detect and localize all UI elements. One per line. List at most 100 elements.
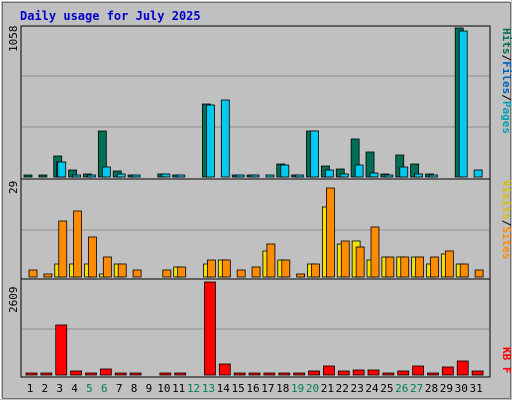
bar-kb-f-day-3 <box>55 324 68 376</box>
bar-files-day-6 <box>101 166 111 178</box>
bar-kb-f-day-2 <box>40 372 53 376</box>
bar-sites-day-24 <box>370 226 380 278</box>
day-label-10: 10 <box>157 382 170 395</box>
day-label-17: 17 <box>261 382 274 395</box>
bars-middle <box>28 187 484 278</box>
legend-kb-f: KB F <box>500 347 512 374</box>
ymax-label-bottom: 2609 <box>7 287 20 314</box>
day-label-12: 12 <box>187 382 200 395</box>
bar-files-day-30 <box>458 30 468 178</box>
bar-sites-day-31 <box>474 269 484 278</box>
bar-sites-day-1 <box>28 269 38 278</box>
bar-sites-day-4 <box>73 210 83 278</box>
bar-kb-f-day-13 <box>204 281 216 376</box>
bar-files-day-24 <box>369 172 379 178</box>
day-label-21: 21 <box>321 382 334 395</box>
day-label-4: 4 <box>71 382 78 395</box>
bar-kb-f-day-19 <box>293 372 306 376</box>
bar-sites-day-30 <box>459 263 469 278</box>
day-label-31: 31 <box>469 382 482 395</box>
bar-files-day-11 <box>176 174 186 178</box>
bar-kb-f-day-29 <box>441 366 454 376</box>
panel-hits-files-pages: 1058 <box>7 25 491 180</box>
bar-sites-day-8 <box>132 269 142 278</box>
panel-visits-sites: 29 <box>7 178 491 280</box>
bar-files-day-31 <box>473 169 483 178</box>
bar-files-day-23 <box>354 164 364 178</box>
bar-kb-f-day-27 <box>412 365 425 376</box>
bar-sites-day-28 <box>430 256 439 278</box>
bar-sites-day-15 <box>236 269 246 278</box>
bar-sites-day-16 <box>251 266 261 278</box>
chart-title: Daily usage for July 2025 <box>20 9 201 23</box>
bar-hits-day-2 <box>38 174 48 178</box>
day-label-13: 13 <box>202 382 215 395</box>
day-label-15: 15 <box>232 382 245 395</box>
bar-sites-day-17 <box>266 243 276 278</box>
bar-kb-f-day-8 <box>129 372 142 376</box>
legend-part: Pages <box>500 101 512 134</box>
legend-part: Hits <box>500 28 512 55</box>
bar-kb-f-day-11 <box>174 372 187 376</box>
bar-files-day-15 <box>235 174 245 178</box>
day-label-27: 27 <box>410 382 423 395</box>
bar-files-day-4 <box>72 174 82 178</box>
bar-sites-day-2 <box>43 273 53 278</box>
bar-sites-day-18 <box>281 259 291 278</box>
bar-kb-f-day-22 <box>337 370 350 376</box>
bar-kb-f-day-1 <box>25 372 38 376</box>
bar-sites-day-23 <box>355 246 365 278</box>
bar-files-day-28 <box>429 174 438 178</box>
bar-files-day-3 <box>57 161 67 178</box>
bar-files-day-8 <box>131 174 141 178</box>
bar-sites-day-10 <box>162 269 172 278</box>
day-label-20: 20 <box>306 382 319 395</box>
bar-kb-f-day-5 <box>85 372 97 376</box>
day-label-19: 19 <box>291 382 304 395</box>
bar-kb-f-day-24 <box>367 369 380 376</box>
panel-top-box <box>20 25 491 180</box>
bar-kb-f-day-30 <box>456 360 469 376</box>
bar-kb-f-day-16 <box>248 372 261 376</box>
bar-kb-f-day-25 <box>382 372 395 376</box>
bar-kb-f-day-14 <box>218 363 231 376</box>
bar-sites-day-5 <box>88 236 97 278</box>
ymax-label-top: 1058 <box>7 26 20 53</box>
day-label-9: 9 <box>146 382 153 395</box>
bar-hits-day-1 <box>23 174 33 178</box>
day-label-25: 25 <box>380 382 393 395</box>
bar-files-day-16 <box>250 174 260 178</box>
bar-files-day-26 <box>399 166 409 178</box>
bar-kb-f-day-7 <box>114 372 127 376</box>
bars-top <box>23 27 483 178</box>
day-label-1: 1 <box>27 382 34 395</box>
bar-sites-day-21 <box>325 187 335 278</box>
bar-kb-f-day-4 <box>70 370 83 376</box>
bar-kb-f-day-6 <box>99 368 112 376</box>
bar-kb-f-day-10 <box>159 372 172 376</box>
legend-part: Files <box>500 61 512 94</box>
bar-sites-day-11 <box>177 266 187 278</box>
day-label-18: 18 <box>276 382 289 395</box>
bar-files-day-22 <box>339 173 349 178</box>
bar-kb-f-day-18 <box>278 372 291 376</box>
x-axis-day-labels: 1 2 3 4 5 6 7 8 9 10 11 12 13 14 15 16 17 18 19 20 21 22 23 24 2… <box>27 382 483 395</box>
bar-kb-f-day-15 <box>233 372 246 376</box>
legend-part: Visits <box>500 180 512 220</box>
bar-sites-day-22 <box>340 240 350 278</box>
day-label-5: 5 <box>86 382 93 395</box>
day-label-2: 2 <box>42 382 49 395</box>
bar-kb-f-day-17 <box>263 372 276 376</box>
bar-kb-f-day-20 <box>308 370 320 376</box>
day-label-6: 6 <box>101 382 108 395</box>
bar-sites-day-19 <box>296 273 306 278</box>
bar-kb-f-day-26 <box>397 370 410 376</box>
bar-files-day-17 <box>265 174 275 178</box>
day-label-29: 29 <box>440 382 453 395</box>
day-label-23: 23 <box>351 382 364 395</box>
bar-kb-f-day-31 <box>471 370 484 376</box>
day-label-28: 28 <box>425 382 438 395</box>
legend-hits-files-pages: Hits/Files/Pages <box>500 28 512 134</box>
bars-bottom <box>25 281 484 376</box>
